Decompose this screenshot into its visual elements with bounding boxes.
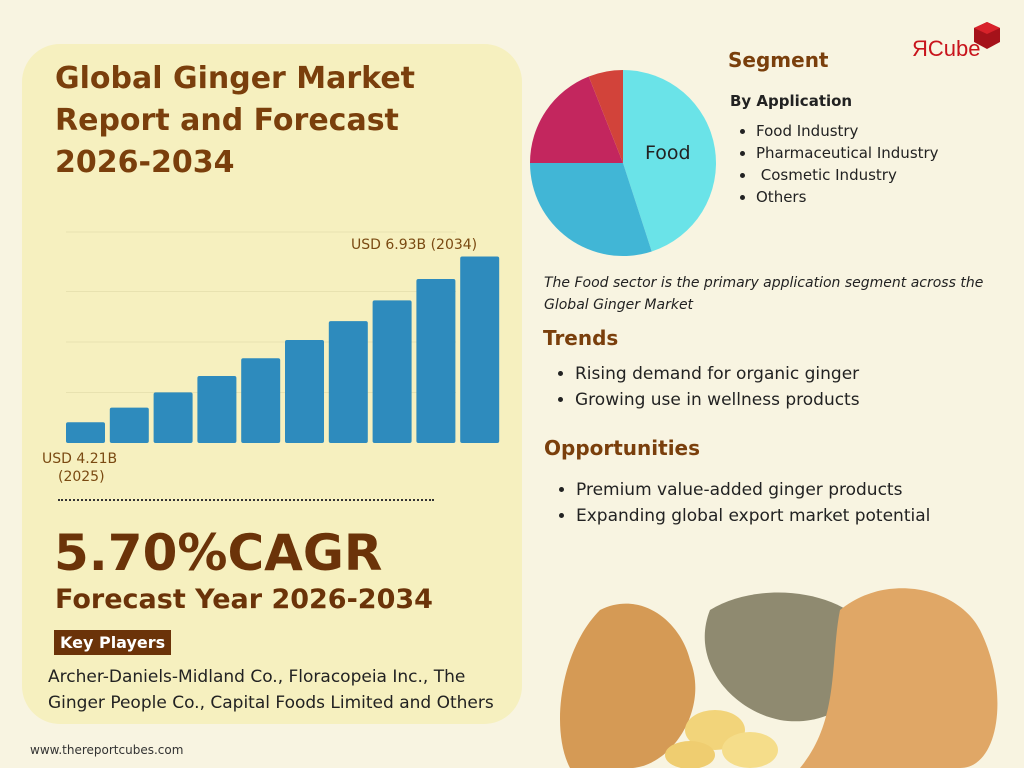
ginger-illustration xyxy=(560,588,998,768)
start-year-label: (2025) xyxy=(58,469,105,485)
segment-list: Food Industry Pharmaceutical Industry Co… xyxy=(736,120,939,208)
pie-chart xyxy=(530,70,716,256)
key-players-label: Key Players xyxy=(54,630,172,655)
list-item: Growing use in wellness products xyxy=(575,387,860,413)
opportunities-heading: Opportunities xyxy=(544,436,701,460)
bar-2025 xyxy=(66,422,105,443)
bar-2031 xyxy=(328,321,368,443)
logo: ЯCube xyxy=(912,22,1002,64)
segment-subheading: By Application xyxy=(730,92,853,110)
bar-chart xyxy=(66,231,500,443)
pie-slice-others xyxy=(588,70,623,163)
list-item: Pharmaceutical Industry xyxy=(756,142,939,164)
pie-slice-cosmetic xyxy=(530,76,623,163)
cagr-value: 5.70%CAGR xyxy=(54,524,383,582)
list-item: Expanding global export market potential xyxy=(576,503,930,529)
bar-2033 xyxy=(416,279,456,443)
logo-text: ЯCube xyxy=(912,36,981,61)
website-link[interactable]: www.thereportcubes.com xyxy=(30,743,184,757)
bar-2028 xyxy=(197,375,237,443)
pie-slice-food xyxy=(623,70,716,252)
trends-heading: Trends xyxy=(543,326,619,350)
list-item: Cosmetic Industry xyxy=(756,164,939,186)
key-players-list: Archer-Daniels-Midland Co., Floracopeia … xyxy=(48,667,494,713)
list-item: Food Industry xyxy=(756,120,939,142)
bar-2027 xyxy=(153,392,193,443)
segment-note: The Food sector is the primary applicati… xyxy=(544,275,984,313)
bar-2032 xyxy=(372,300,412,443)
bar-2029 xyxy=(241,358,281,443)
bar-2034 xyxy=(460,256,500,443)
trends-list: Rising demand for organic ginger Growing… xyxy=(555,361,860,413)
bar-2030 xyxy=(285,339,324,443)
end-value-label: USD 6.93B (2034) xyxy=(351,237,478,253)
divider xyxy=(58,499,434,501)
list-item: Premium value-added ginger products xyxy=(576,477,930,503)
start-value-label: USD 4.21B xyxy=(42,451,118,467)
segment-heading: Segment xyxy=(728,48,829,72)
list-item: Rising demand for organic ginger xyxy=(575,361,860,387)
pie-slice-pharmaceutical xyxy=(530,163,652,256)
page-title: Global Ginger Market Report and Forecast… xyxy=(55,61,416,180)
list-item: Others xyxy=(756,186,939,208)
cube-icon xyxy=(974,22,1000,49)
bar-2026 xyxy=(109,407,149,443)
forecast-period: Forecast Year 2026-2034 xyxy=(55,584,433,615)
opportunities-list: Premium value-added ginger products Expa… xyxy=(556,477,930,529)
pie-label-food: Food xyxy=(645,142,691,164)
